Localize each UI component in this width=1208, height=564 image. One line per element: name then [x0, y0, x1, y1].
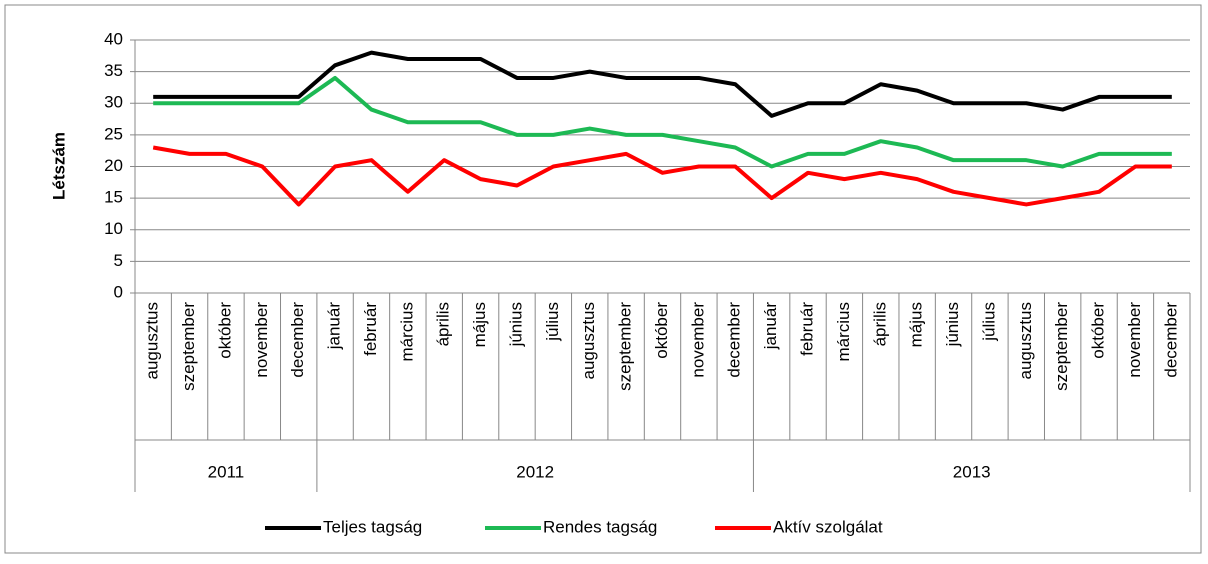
legend-label: Aktív szolgálat — [773, 517, 883, 536]
y-tick-label: 0 — [114, 282, 123, 301]
x-tick-label: február — [798, 302, 817, 356]
y-tick-label: 30 — [104, 93, 123, 112]
series-line — [153, 50, 1172, 118]
y-tick-label: 15 — [104, 188, 123, 207]
x-tick-label: június — [943, 302, 962, 347]
x-tick-label: március — [397, 302, 416, 362]
x-tick-label: február — [361, 302, 380, 356]
y-axis-label: Létszám — [49, 132, 68, 200]
x-tick-label: augusztus — [1016, 302, 1035, 380]
x-tick-label: október — [215, 302, 234, 359]
series-line — [153, 75, 1172, 169]
x-tick-label: szeptember — [179, 302, 198, 391]
y-tick-label: 40 — [104, 29, 123, 48]
x-tick-label: december — [1161, 302, 1180, 378]
x-tick-label: április — [434, 302, 453, 346]
y-tick-label: 25 — [104, 124, 123, 143]
legend-label: Rendes tagság — [543, 517, 657, 536]
series-line — [152, 145, 1172, 207]
y-tick-label: 35 — [104, 61, 123, 80]
x-tick-label: május — [907, 302, 926, 347]
x-tick-label: június — [506, 302, 525, 347]
legend-label: Teljes tagság — [323, 517, 422, 536]
x-tick-label: január — [325, 302, 344, 351]
y-tick-label: 20 — [104, 156, 123, 175]
x-tick-label: november — [688, 302, 707, 378]
x-tick-label: október — [1089, 302, 1108, 359]
x-tick-label: január — [761, 302, 780, 351]
year-label: 2013 — [953, 462, 991, 481]
x-tick-label: augusztus — [143, 302, 162, 380]
x-tick-label: augusztus — [579, 302, 598, 380]
x-tick-label: május — [470, 302, 489, 347]
x-tick-label: december — [725, 302, 744, 378]
x-tick-label: szeptember — [1052, 302, 1071, 391]
x-tick-label: november — [252, 302, 271, 378]
x-tick-label: október — [652, 302, 671, 359]
x-tick-label: április — [870, 302, 889, 346]
y-tick-label: 5 — [114, 251, 123, 270]
year-label: 2011 — [208, 462, 245, 481]
x-tick-label: július — [543, 302, 562, 342]
x-tick-label: november — [1125, 302, 1144, 378]
x-tick-label: szeptember — [616, 302, 635, 391]
x-tick-label: december — [288, 302, 307, 378]
chart-frame — [4, 4, 1202, 554]
x-tick-label: július — [979, 302, 998, 342]
y-tick-label: 10 — [104, 219, 123, 238]
x-tick-label: március — [834, 302, 853, 362]
year-label: 2012 — [516, 462, 554, 481]
